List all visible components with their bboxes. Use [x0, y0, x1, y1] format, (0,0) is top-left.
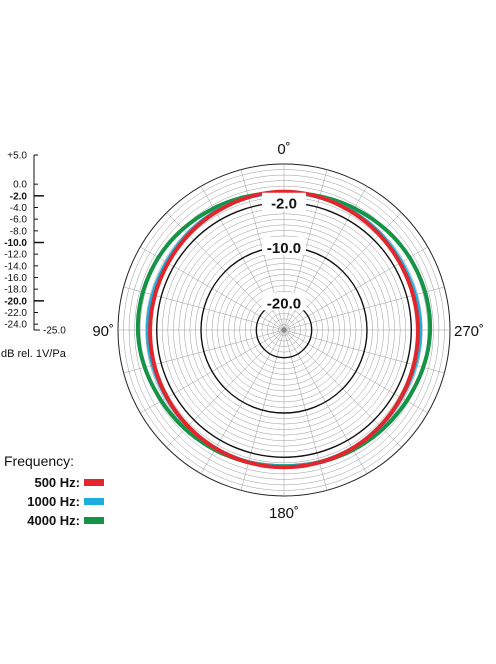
ring-label-bg — [262, 292, 306, 311]
scale-tick-label: -16.0 — [4, 273, 27, 284]
scale-tick-label: -12.0 — [4, 250, 27, 261]
scale-tick-label: -10.0 — [4, 238, 27, 249]
angle-label: 90˚ — [92, 323, 114, 340]
units-label: dB rel. 1V/Pa — [1, 348, 66, 360]
ring-label: -2.0 — [271, 196, 297, 213]
scale-tick-label: -25.0 — [43, 326, 66, 337]
legend-swatch-1000hz — [84, 498, 104, 505]
legend-item-500hz: 500 Hz: — [4, 473, 104, 492]
legend-swatch-4000hz — [84, 517, 104, 524]
ring-labels: -2.0 -10.0 -20.0 — [262, 192, 306, 312]
scale-tick-label: -22.0 — [4, 308, 27, 319]
scale-tick-label: -24.0 — [4, 320, 27, 331]
ring-label: -20.0 — [267, 295, 301, 312]
legend-title: Frequency: — [4, 453, 75, 469]
series-line-500hz — [148, 189, 420, 470]
legend-label: 1000 Hz: — [27, 494, 80, 509]
scale-tick-label: -8.0 — [10, 226, 28, 237]
ring-label: -10.0 — [267, 240, 301, 257]
ring-label-bg — [262, 192, 306, 211]
scale-tick-label: -6.0 — [10, 215, 28, 226]
scale-tick-label: -18.0 — [4, 285, 27, 296]
ring-label-bg — [262, 237, 306, 255]
angle-label: 0˚ — [277, 141, 290, 158]
center-dot — [281, 327, 287, 333]
angle-label: 270˚ — [454, 323, 484, 340]
scale-tick-label: -14.0 — [4, 261, 27, 272]
legend-swatch-500hz — [84, 479, 104, 486]
legend: Frequency: 500 Hz: 1000 Hz: 4000 Hz: — [4, 453, 104, 530]
legend-label: 500 Hz: — [34, 475, 80, 490]
scale-tick-label: +5.0 — [7, 151, 27, 162]
scale-tick-label: -2.0 — [10, 191, 28, 202]
db-scale: +5.00.0-2.0-4.0-6.0-8.0-10.0-12.0-14.0-1… — [4, 151, 66, 337]
legend-item-4000hz: 4000 Hz: — [4, 511, 104, 530]
scale-tick-label: 0.0 — [13, 180, 27, 191]
legend-item-1000hz: 1000 Hz: — [4, 492, 104, 511]
legend-label: 4000 Hz: — [27, 513, 80, 528]
angle-label: 180˚ — [269, 505, 299, 522]
scale-tick-label: -20.0 — [4, 296, 27, 307]
polar-grid — [117, 163, 451, 497]
scale-tick-label: -4.0 — [10, 203, 28, 214]
angle-labels: 0˚ 90˚ 180˚ 270˚ — [92, 141, 484, 522]
series-group — [135, 189, 433, 470]
